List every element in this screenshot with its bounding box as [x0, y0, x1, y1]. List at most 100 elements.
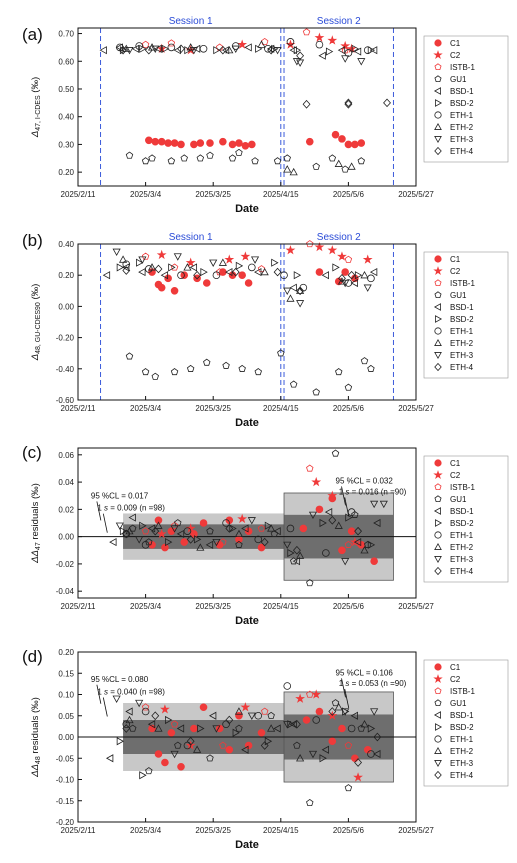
- y-axis-label: ΔΔ48 residuals (‰): [30, 697, 42, 778]
- data-point: [247, 712, 256, 720]
- data-point: [154, 750, 163, 758]
- data-point: [221, 46, 230, 55]
- data-point: [139, 771, 147, 780]
- data-point: [165, 715, 173, 725]
- data-point: [122, 263, 130, 272]
- annotation: 95 %CL = 0.106: [336, 668, 394, 677]
- data-point: [325, 47, 334, 56]
- data-point: [273, 527, 281, 536]
- data-point: [157, 283, 166, 292]
- x-tick-label: 2025/3/4: [130, 602, 162, 611]
- data-point: [145, 265, 153, 273]
- session-label: Session 1: [169, 16, 213, 27]
- data-point: [219, 538, 227, 546]
- data-point: [145, 136, 153, 145]
- data-point: [125, 715, 134, 724]
- series-eth-1: [122, 682, 375, 758]
- x-tick-label: 2025/2/11: [61, 190, 97, 199]
- annotation-arrow: [341, 678, 346, 698]
- annotation: 95 %CL = 0.032: [336, 476, 394, 485]
- legend-label: GU1: [450, 699, 467, 708]
- data-point: [360, 270, 369, 279]
- series-c2: [156, 476, 360, 547]
- data-point: [170, 286, 179, 295]
- legend-marker-istb-1: [434, 687, 442, 694]
- y-label-main: ΔΔ: [30, 550, 41, 564]
- data-point: [289, 720, 297, 729]
- data-point: [248, 263, 256, 272]
- data-point: [287, 548, 295, 558]
- data-point: [196, 543, 205, 551]
- annotation-prefix: 1: [339, 487, 346, 496]
- y-label-main: ΔΔ: [30, 764, 41, 778]
- annotation-arrow: [344, 497, 350, 517]
- data-point: [186, 736, 195, 746]
- data-point: [170, 525, 179, 533]
- y-tick-label: -0.60: [56, 396, 75, 405]
- annotation-suffix: = 0.016 (n =90): [349, 487, 406, 496]
- legend-marker-eth-1: [434, 327, 442, 335]
- data-point: [315, 707, 324, 716]
- y-tick-label: 0.10: [58, 691, 74, 700]
- data-point: [331, 449, 340, 457]
- data-point: [306, 464, 314, 472]
- data-point: [337, 46, 346, 55]
- annotation: 1 s = 0.040 (n =98): [97, 688, 165, 697]
- annotation-arrow: [102, 697, 108, 717]
- y-tick-label: 0.60: [58, 57, 74, 66]
- legend-marker-c1: [434, 39, 442, 47]
- data-point: [292, 719, 301, 729]
- data-point: [167, 43, 176, 52]
- series-eth-3: [115, 500, 388, 566]
- x-tick-label: 2025/4/15: [263, 826, 299, 835]
- data-point: [193, 745, 202, 753]
- data-point: [254, 368, 262, 376]
- data-point: [296, 551, 305, 559]
- series-c1: [145, 130, 366, 150]
- data-point: [318, 51, 326, 60]
- legend-marker-eth-3: [434, 136, 442, 144]
- data-point: [312, 388, 320, 396]
- data-point: [319, 518, 327, 528]
- data-point: [264, 44, 272, 53]
- data-point: [135, 42, 143, 50]
- data-point: [173, 46, 181, 55]
- data-point: [115, 522, 124, 530]
- data-point: [170, 521, 179, 529]
- data-point: [147, 263, 157, 271]
- annotation-s: s: [104, 504, 108, 513]
- y-axis-label: Δ48, GU-CDES90 (‰): [30, 284, 42, 362]
- legend-label: GU1: [450, 291, 467, 300]
- data-point: [277, 349, 285, 357]
- data-point: [321, 745, 329, 754]
- data-point: [225, 715, 234, 725]
- data-point: [151, 372, 159, 380]
- legend-marker-eth-4: [434, 566, 442, 576]
- x-tick-label: 2025/5/6: [333, 190, 365, 199]
- data-point: [244, 279, 253, 287]
- legend-marker-istb-1: [434, 483, 442, 490]
- y-tick-label: 0.02: [58, 505, 74, 514]
- data-point: [340, 40, 351, 51]
- annotation-s: s: [345, 487, 349, 496]
- data-point: [354, 758, 363, 767]
- data-point: [334, 521, 343, 529]
- data-point: [238, 271, 246, 280]
- data-point: [260, 707, 269, 715]
- data-point: [296, 51, 305, 61]
- legend-label: ETH-3: [450, 135, 474, 144]
- data-point: [264, 737, 273, 746]
- data-point: [286, 294, 295, 302]
- data-point: [213, 46, 221, 55]
- legend-label: ETH-3: [450, 555, 474, 564]
- series-bsd-1: [109, 508, 381, 566]
- data-point: [177, 44, 185, 54]
- legend-label: ETH-1: [450, 735, 474, 744]
- data-point: [292, 58, 301, 66]
- data-point: [260, 37, 269, 46]
- data-point: [167, 157, 176, 165]
- data-point: [129, 724, 137, 732]
- data-point: [315, 505, 324, 514]
- data-point: [351, 754, 359, 763]
